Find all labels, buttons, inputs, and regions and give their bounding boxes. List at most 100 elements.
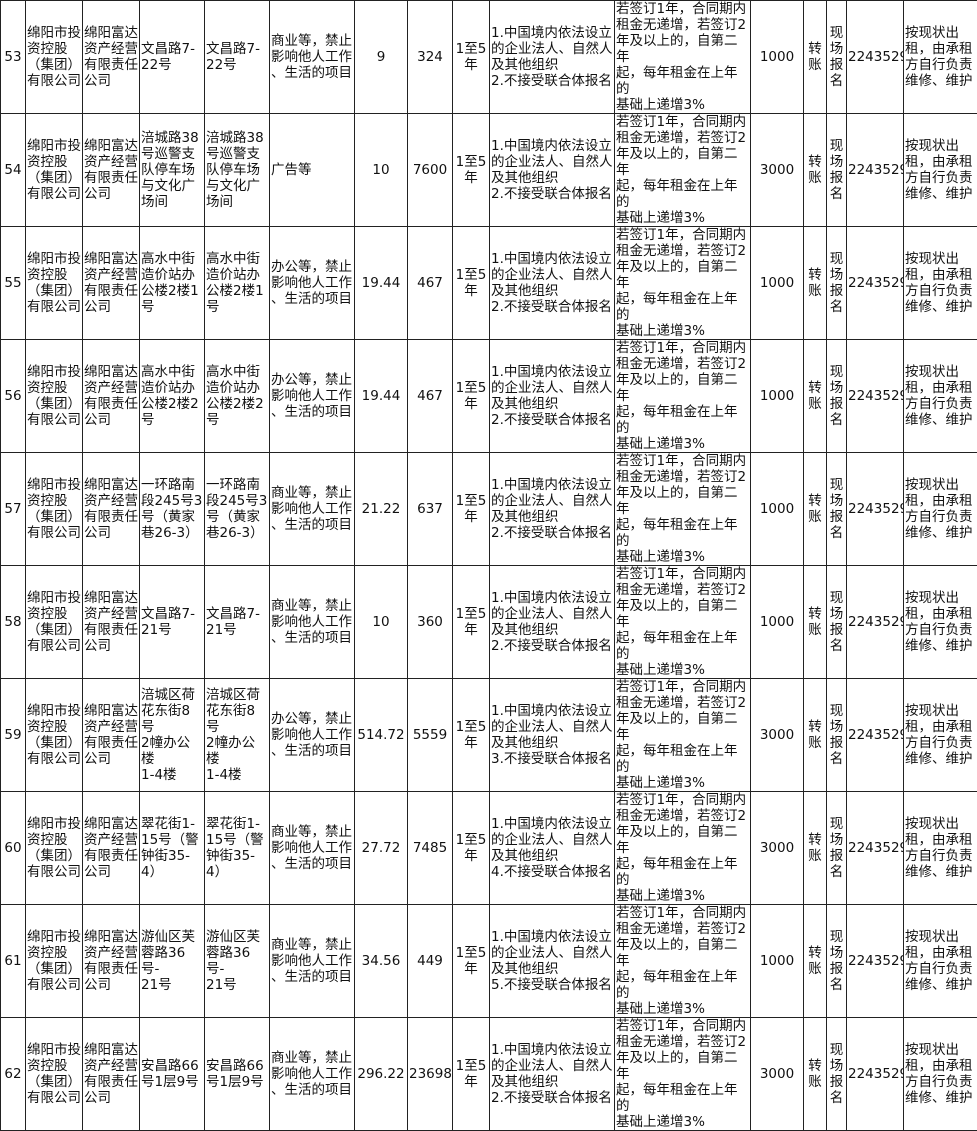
phone-cell: 2243529 [847, 453, 904, 566]
deposit-cell: 1000 [751, 905, 804, 1018]
rent-increment-cell: 若签订1年，合同期内 租金无递增，若签订2 年及以上的，自第二年 起，每年租金在… [615, 340, 751, 453]
payment-method-cell: 转 账 [804, 1018, 827, 1131]
rent-cell: 324 [408, 1, 453, 114]
requirements-cell: 1.中国境内依法设立 的企业法人、自然人 及其他组织 2.不接受联合体报名 [490, 340, 615, 453]
row-number: 55 [1, 227, 26, 340]
area-cell: 34.56 [355, 905, 408, 1018]
rent-cell: 467 [408, 340, 453, 453]
operator-cell: 绵阳富达 资产经营 有限责任 公司 [83, 227, 140, 340]
usage-cell: 办公等，禁止 影响他人工作 、生活的项目 [270, 340, 355, 453]
rent-increment-cell: 若签订1年，合同期内 租金无递增，若签订2 年及以上的，自第二年 起，每年租金在… [615, 566, 751, 679]
rent-increment-cell: 若签订1年，合同期内 租金无递增，若签订2 年及以上的，自第二年 起，每年租金在… [615, 453, 751, 566]
maintenance-cell: 按现状出 租，由承租 方自行负责 维修、维护 [904, 1018, 977, 1131]
signup-method-cell: 现 场 报 名 [827, 1018, 847, 1131]
term-cell: 1至5 年 [453, 905, 490, 1018]
address-cell: 涪城路38 号巡警支 队停车场 与文化广 场间 [140, 114, 205, 227]
requirements-cell: 1.中国境内依法设立 的企业法人、自然人 及其他组织 2.不接受联合体报名 [490, 566, 615, 679]
area-cell: 9 [355, 1, 408, 114]
deposit-cell: 1000 [751, 340, 804, 453]
address-cell: 一环路南 段245号3 号（黄家 巷26-3） [140, 453, 205, 566]
deposit-cell: 1000 [751, 453, 804, 566]
deposit-cell: 1000 [751, 1, 804, 114]
usage-cell: 商业等，禁止 影响他人工作 、生活的项目 [270, 566, 355, 679]
rent-cell: 23698 [408, 1018, 453, 1131]
term-cell: 1至5 年 [453, 114, 490, 227]
term-cell: 1至5 年 [453, 792, 490, 905]
area-cell: 27.72 [355, 792, 408, 905]
maintenance-cell: 按现状出 租，由承租 方自行负责 维修、维护 [904, 1, 977, 114]
phone-cell: 2243529 [847, 340, 904, 453]
phone-cell: 2243529 [847, 1018, 904, 1131]
area-cell: 21.22 [355, 453, 408, 566]
operator-cell: 绵阳富达 资产经营 有限责任 公司 [83, 114, 140, 227]
address-alt-cell: 涪城区荷 花东街8号 2幢办公楼 1-4楼 [205, 679, 270, 792]
requirements-cell: 1.中国境内依法设立 的企业法人、自然人 及其他组织 2.不接受联合体报名 [490, 1018, 615, 1131]
row-number: 56 [1, 340, 26, 453]
usage-cell: 商业等，禁止 影响他人工作 、生活的项目 [270, 1, 355, 114]
deposit-cell: 1000 [751, 227, 804, 340]
area-cell: 10 [355, 566, 408, 679]
signup-method-cell: 现 场 报 名 [827, 340, 847, 453]
payment-method-cell: 转 账 [804, 566, 827, 679]
address-alt-cell: 一环路南 段245号3 号（黄家 巷26-3） [205, 453, 270, 566]
phone-cell: 2243529 [847, 792, 904, 905]
signup-method-cell: 现 场 报 名 [827, 905, 847, 1018]
area-cell: 296.22 [355, 1018, 408, 1131]
payment-method-cell: 转 账 [804, 679, 827, 792]
maintenance-cell: 按现状出 租，由承租 方自行负责 维修、维护 [904, 905, 977, 1018]
requirements-cell: 1.中国境内依法设立 的企业法人、自然人 及其他组织 2.不接受联合体报名 [490, 453, 615, 566]
deposit-cell: 3000 [751, 114, 804, 227]
phone-cell: 2243529 [847, 227, 904, 340]
requirements-cell: 1.中国境内依法设立 的企业法人、自然人 及其他组织 3.不接受联合体报名 [490, 679, 615, 792]
operator-cell: 绵阳富达 资产经营 有限责任 公司 [83, 679, 140, 792]
area-cell: 19.44 [355, 340, 408, 453]
rent-increment-cell: 若签订1年，合同期内 租金无递增，若签订2 年及以上的，自第二年 起，每年租金在… [615, 1, 751, 114]
rent-increment-cell: 若签订1年，合同期内 租金无递增，若签订2 年及以上的，自第二年 起，每年租金在… [615, 905, 751, 1018]
term-cell: 1至5 年 [453, 1, 490, 114]
address-alt-cell: 文昌路7- 21号 [205, 566, 270, 679]
row-number: 57 [1, 453, 26, 566]
address-alt-cell: 涪城路38 号巡警支 队停车场 与文化广 场间 [205, 114, 270, 227]
usage-cell: 商业等，禁止 影响他人工作 、生活的项目 [270, 453, 355, 566]
area-cell: 19.44 [355, 227, 408, 340]
payment-method-cell: 转 账 [804, 905, 827, 1018]
usage-cell: 广告等 [270, 114, 355, 227]
payment-method-cell: 转 账 [804, 453, 827, 566]
rent-cell: 637 [408, 453, 453, 566]
row-number: 60 [1, 792, 26, 905]
rent-increment-cell: 若签订1年，合同期内 租金无递增，若签订2 年及以上的，自第二年 起，每年租金在… [615, 792, 751, 905]
address-cell: 安昌路66 号1层9号 [140, 1018, 205, 1131]
owner-cell: 绵阳市投 资控股 （集团） 有限公司 [26, 227, 83, 340]
signup-method-cell: 现 场 报 名 [827, 453, 847, 566]
address-cell: 翠花街1- 15号（警 钟街35- 4） [140, 792, 205, 905]
owner-cell: 绵阳市投 资控股 （集团） 有限公司 [26, 679, 83, 792]
owner-cell: 绵阳市投 资控股 （集团） 有限公司 [26, 566, 83, 679]
term-cell: 1至5 年 [453, 340, 490, 453]
deposit-cell: 1000 [751, 566, 804, 679]
usage-cell: 商业等，禁止 影响他人工作 、生活的项目 [270, 792, 355, 905]
address-cell: 高水中街 造价站办 公楼2楼2 号 [140, 340, 205, 453]
maintenance-cell: 按现状出 租，由承租 方自行负责 维修、维护 [904, 792, 977, 905]
usage-cell: 办公等，禁止 影响他人工作 、生活的项目 [270, 679, 355, 792]
operator-cell: 绵阳富达 资产经营 有限责任 公司 [83, 566, 140, 679]
owner-cell: 绵阳市投 资控股 （集团） 有限公司 [26, 340, 83, 453]
maintenance-cell: 按现状出 租，由承租 方自行负责 维修、维护 [904, 453, 977, 566]
owner-cell: 绵阳市投 资控股 （集团） 有限公司 [26, 905, 83, 1018]
operator-cell: 绵阳富达 资产经营 有限责任 公司 [83, 905, 140, 1018]
row-number: 53 [1, 1, 26, 114]
address-alt-cell: 高水中街 造价站办 公楼2楼2 号 [205, 340, 270, 453]
term-cell: 1至5 年 [453, 566, 490, 679]
row-number: 61 [1, 905, 26, 1018]
signup-method-cell: 现 场 报 名 [827, 114, 847, 227]
term-cell: 1至5 年 [453, 1018, 490, 1131]
deposit-cell: 3000 [751, 679, 804, 792]
payment-method-cell: 转 账 [804, 227, 827, 340]
usage-cell: 商业等，禁止 影响他人工作 、生活的项目 [270, 905, 355, 1018]
